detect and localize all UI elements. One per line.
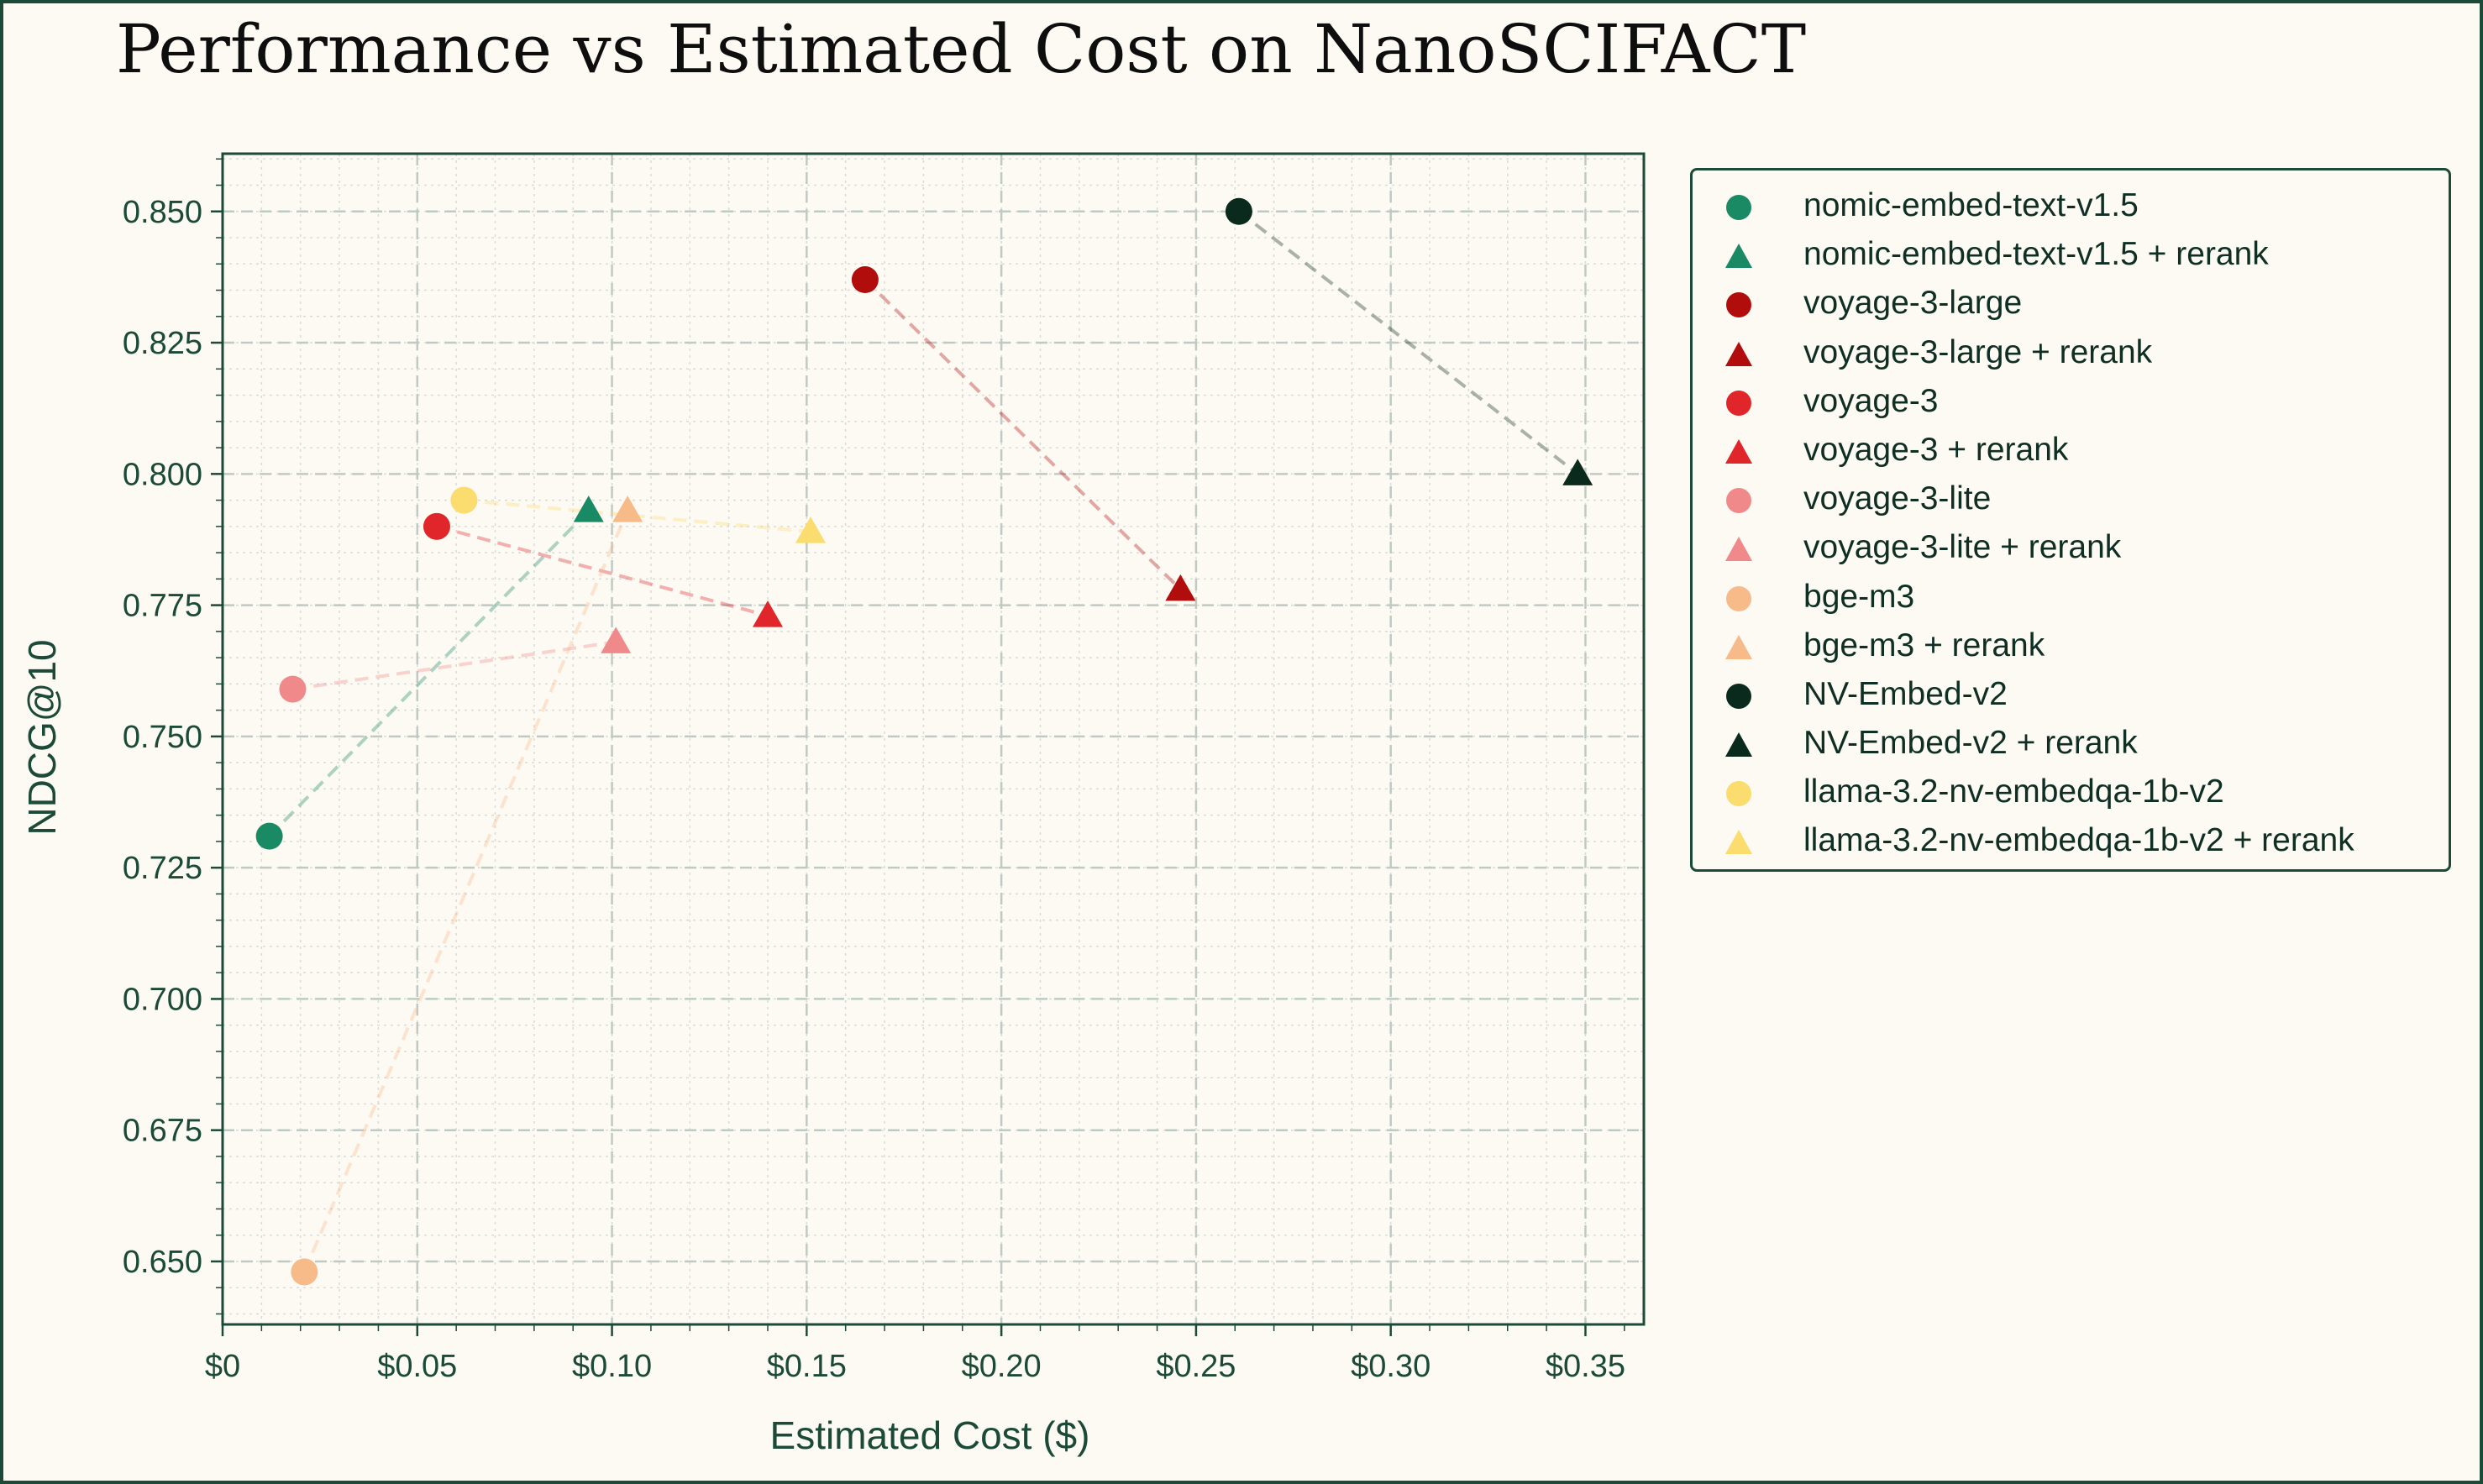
y-tick-label: 0.650 [123,1245,202,1280]
connector-voyage-3-large [864,278,1182,591]
connector-nomic-embed-text-v1.5 [268,509,591,838]
point-voyage-3-lite-rerank [601,627,632,653]
point-voyage-3-large-rerank [1165,574,1196,601]
point-nomic-embed-text-v1.5 [255,822,283,850]
major-gridlines [221,154,1644,1324]
x-tick-label: $0.25 [1156,1349,1236,1384]
legend-triangle-marker [1725,537,1752,562]
y-tick-label: 0.725 [123,851,202,886]
minor-gridlines [222,154,1644,1324]
x-tick-label: $0 [205,1349,240,1384]
point-nomic-embed-text-v1.5-rerank [573,496,604,522]
point-NV-Embed-v2-rerank [1562,459,1593,485]
legend-item: bge-m3 + rerank [1693,622,2449,671]
y-tick-label: 0.775 [123,589,202,624]
y-tick-label: 0.825 [123,326,202,361]
legend-item: voyage-3 + rerank [1693,427,2449,475]
legend-label: voyage-3-large + rerank [1803,333,2153,370]
x-tick-label: $0.30 [1351,1349,1430,1384]
legend-label: NV-Embed-v2 [1803,675,2008,712]
y-tick-label: 0.675 [123,1114,202,1149]
legend-label: voyage-3-large [1803,285,2023,322]
legend-circle-marker [1726,585,1751,611]
legend-item: llama-3.2-nv-embedqa-1b-v2 [1693,768,2449,817]
y-tick-label: 0.700 [123,982,202,1017]
legend-label: voyage-3 + rerank [1803,431,2069,468]
legend-item: voyage-3 [1693,378,2449,427]
point-bge-m3-rerank [612,496,643,522]
legend-label: nomic-embed-text-v1.5 [1803,187,2139,223]
legend-label: bge-m3 + rerank [1803,627,2045,663]
x-tick-label: $0.10 [572,1349,652,1384]
connector-voyage-3 [436,524,769,618]
legend-triangle-marker [1725,634,1752,659]
legend-circle-marker [1726,488,1751,514]
point-llama-3.2-nv-embedqa-1b-v2-rerank [795,517,826,543]
x-tick-label: $0.20 [962,1349,1042,1384]
legend-item: nomic-embed-text-v1.5 + rerank [1693,231,2449,280]
legend-item: nomic-embed-text-v1.5 [1693,182,2449,231]
y-axis-ticks: 0.650 0.675 0.700 0.725 0.750 0.775 0.800 0.825… [123,158,223,1315]
point-NV-Embed-v2 [1225,197,1252,225]
x-tick-label: $0.15 [767,1349,847,1384]
point-voyage-3-large [851,266,879,294]
legend: nomic-embed-text-v1.5 nomic-embed-text-v1… [1690,168,2451,872]
legend-label: nomic-embed-text-v1.5 + rerank [1803,236,2269,273]
legend-circle-marker [1726,683,1751,709]
point-llama-3.2-nv-embedqa-1b-v2 [450,486,478,514]
chart-title: Performance vs Estimated Cost on NanoSCI… [116,10,1807,88]
legend-item: voyage-3-lite [1693,475,2449,524]
plot-area-border [221,152,1646,1326]
x-tick-label: $0.35 [1546,1349,1625,1384]
y-tick-label: 0.850 [123,195,202,230]
point-voyage-3-rerank [752,600,783,627]
legend-label: bge-m3 [1803,578,1915,615]
legend-item: NV-Embed-v2 [1693,671,2449,720]
legend-circle-marker [1726,195,1751,220]
y-axis-label: NDCG@10 [20,639,64,835]
legend-triangle-marker [1725,830,1752,855]
connector-voyage-3-lite [292,640,617,691]
legend-item: llama-3.2-nv-embedqa-1b-v2 + rerank [1693,817,2449,866]
legend-label: llama-3.2-nv-embedqa-1b-v2 + rerank [1803,822,2354,859]
x-axis-ticks: $0 $0.05 $0.10 $0.15 $0.20 $0.25 $0.30 $0.35 [205,1324,1625,1384]
x-tick-label: $0.05 [377,1349,457,1384]
legend-triangle-marker [1725,244,1752,269]
legend-item: NV-Embed-v2 + rerank [1693,720,2449,768]
legend-label: NV-Embed-v2 + rerank [1803,725,2138,762]
point-bge-m3 [291,1258,318,1286]
connector-bge-m3 [302,510,629,1273]
x-axis-label: Estimated Cost ($) [770,1413,1090,1457]
legend-item: bge-m3 [1693,574,2449,622]
legend-triangle-marker [1725,732,1752,758]
legend-item: voyage-3-large + rerank [1693,329,2449,378]
point-voyage-3 [423,512,450,540]
legend-triangle-marker [1725,341,1752,366]
legend-circle-marker [1726,781,1751,807]
legend-circle-marker [1726,390,1751,416]
legend-item: voyage-3-lite + rerank [1693,524,2449,573]
connector-NV-Embed-v2 [1237,210,1579,475]
legend-item: voyage-3-large [1693,280,2449,328]
y-tick-label: 0.750 [123,720,202,755]
legend-label: voyage-3-lite + rerank [1803,529,2122,566]
point-voyage-3-lite [279,675,307,703]
data-points [255,197,1593,1286]
legend-triangle-marker [1725,438,1752,464]
legend-label: voyage-3-lite [1803,480,1992,517]
y-tick-label: 0.800 [123,457,202,492]
legend-label: llama-3.2-nv-embedqa-1b-v2 [1803,773,2224,810]
legend-label: voyage-3 [1803,382,1939,419]
legend-circle-marker [1726,292,1751,318]
